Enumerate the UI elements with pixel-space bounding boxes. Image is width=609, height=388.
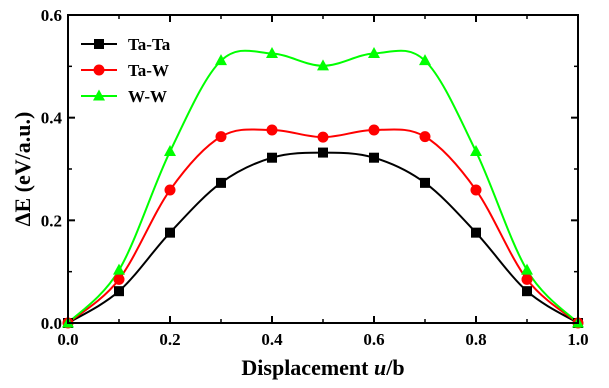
series-line-ta-w [67, 128, 579, 324]
data-point-ta-ta [114, 286, 124, 297]
data-point-ta-w [113, 273, 125, 285]
legend-marker [94, 39, 104, 49]
data-point-ta-w [164, 184, 176, 196]
data-point-w-w [368, 47, 380, 58]
data-point-ta-w [521, 273, 533, 285]
data-point-w-w [113, 263, 125, 275]
series-markers [62, 47, 584, 329]
y-tick-label: 0.2 [41, 211, 62, 230]
x-tick-label: 1.0 [567, 330, 588, 349]
data-point-w-w [215, 54, 227, 66]
legend-label: W-W [128, 87, 167, 106]
data-point-ta-ta [522, 286, 532, 297]
x-tick-label: 0.4 [261, 330, 283, 349]
series-line-ta-ta [67, 151, 579, 324]
data-point-ta-w [470, 184, 482, 196]
data-point-ta-ta [369, 152, 379, 163]
x-axis-title-suffix: /b [385, 355, 404, 380]
y-tick-label: 0.6 [41, 6, 62, 25]
legend-label: Ta-Ta [128, 35, 171, 54]
data-point-ta-ta [471, 227, 481, 238]
data-point-w-w [419, 54, 431, 66]
x-tick-label: 0.6 [363, 330, 384, 349]
legend-marker [93, 64, 105, 76]
data-point-ta-ta [216, 177, 226, 188]
x-tick-label: 0.8 [465, 330, 486, 349]
x-tick-label: 0.0 [57, 330, 78, 349]
x-axis-title-prefix: Displacement [241, 355, 374, 380]
data-point-ta-ta [267, 152, 277, 163]
data-point-w-w [266, 47, 278, 58]
axis-ticks: 0.0 0.2 0.4 0.6 0.8 1.0 0.0 0.2 0.4 0.6 [41, 6, 589, 349]
legend-label: Ta-W [128, 61, 169, 80]
data-point-w-w [317, 59, 329, 71]
data-point-ta-w [266, 124, 278, 136]
x-axis-title-italic: u [374, 355, 386, 380]
y-axis-title: ΔE (eV/a.u.) [10, 112, 35, 227]
legend-marker [93, 89, 105, 101]
y-tick-label: 0.4 [41, 109, 63, 128]
y-tick-label: 0.0 [41, 314, 62, 333]
data-point-w-w [521, 263, 533, 275]
data-point-w-w [164, 145, 176, 157]
x-axis-title: Displacement u/b [241, 355, 404, 380]
data-point-ta-ta [165, 227, 175, 238]
data-point-ta-w [419, 131, 431, 143]
x-tick-label: 0.2 [159, 330, 180, 349]
legend: Ta-Ta Ta-W W-W [81, 35, 171, 106]
data-point-ta-w [317, 131, 329, 143]
data-point-ta-w [368, 124, 380, 136]
data-point-w-w [470, 145, 482, 157]
data-point-ta-ta [318, 147, 328, 158]
data-point-ta-w [215, 131, 227, 143]
data-point-ta-ta [420, 177, 430, 188]
